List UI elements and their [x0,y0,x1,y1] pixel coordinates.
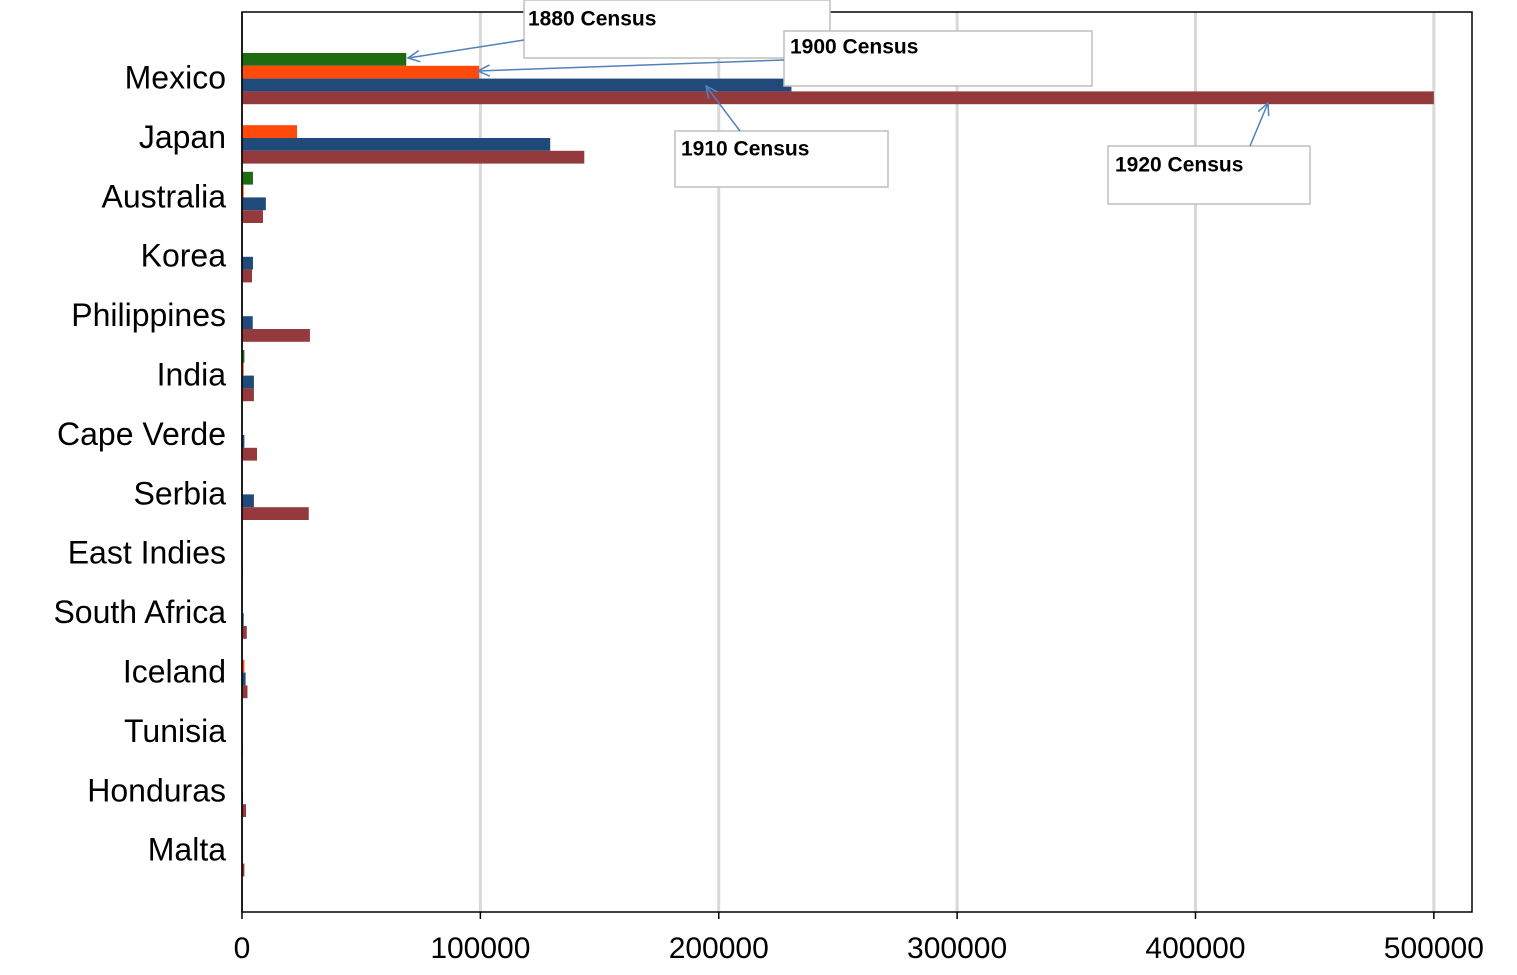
callout-label: 1900 Census [790,36,918,59]
category-label: India [157,356,227,392]
bar [242,329,310,342]
callout-box [1107,145,1311,205]
arrow-head [406,50,421,63]
category-label: Mexico [125,59,226,95]
x-tick-label: 200000 [669,932,769,965]
category-label: Cape Verde [57,416,226,452]
category-label: Serbia [134,475,227,511]
x-tick-label: 100000 [430,932,530,965]
bar [242,672,246,686]
bar [242,388,254,402]
bar [242,269,253,283]
arrow-head [476,64,491,77]
bar [242,435,245,448]
callout-box [674,130,889,188]
category-label: Malta [148,832,226,868]
bar [242,362,244,376]
bar [242,863,245,877]
bar [242,171,253,185]
bar [242,494,254,508]
bar [242,375,254,389]
category-label: East Indies [68,535,226,571]
x-tick-label: 0 [234,932,251,965]
x-tick-label: 500000 [1384,932,1484,965]
bar [242,197,266,211]
bar [242,184,244,198]
bar [242,256,253,270]
bar [242,685,248,699]
x-tick-label: 400000 [1145,932,1245,965]
callout-box [783,30,1093,87]
arrow-head [1257,101,1270,117]
bar [242,150,585,164]
category-label: South Africa [53,594,226,630]
arrow-head [704,84,718,99]
bar [242,613,244,626]
callout-label: 1920 Census [1115,154,1243,177]
bar [242,316,253,329]
category-label: Honduras [87,772,226,808]
bar [242,65,480,79]
bar [242,210,263,223]
callout-arrow [1249,102,1269,147]
category-label: Tunisia [124,713,226,749]
callout-arrow [407,39,525,59]
callout-arrow [477,59,785,72]
bar [242,447,258,461]
x-tick-label: 300000 [907,932,1007,965]
bar [242,53,407,66]
bar [242,626,247,639]
category-label: Iceland [123,653,226,689]
category-label: Philippines [71,297,226,333]
bar [242,350,245,363]
callout-box [523,0,831,59]
category-label: Australia [102,178,227,214]
category-label: Japan [139,119,226,155]
bar [242,507,309,520]
bar [242,78,792,92]
bar [242,125,298,138]
callout-label: 1880 Census [528,8,656,31]
bar [242,659,245,673]
callout-label: 1910 Census [681,138,809,161]
category-label: Korea [141,238,227,274]
bar [242,804,247,817]
callout-arrow [705,85,741,132]
bar [242,138,551,151]
bar [242,91,1434,105]
